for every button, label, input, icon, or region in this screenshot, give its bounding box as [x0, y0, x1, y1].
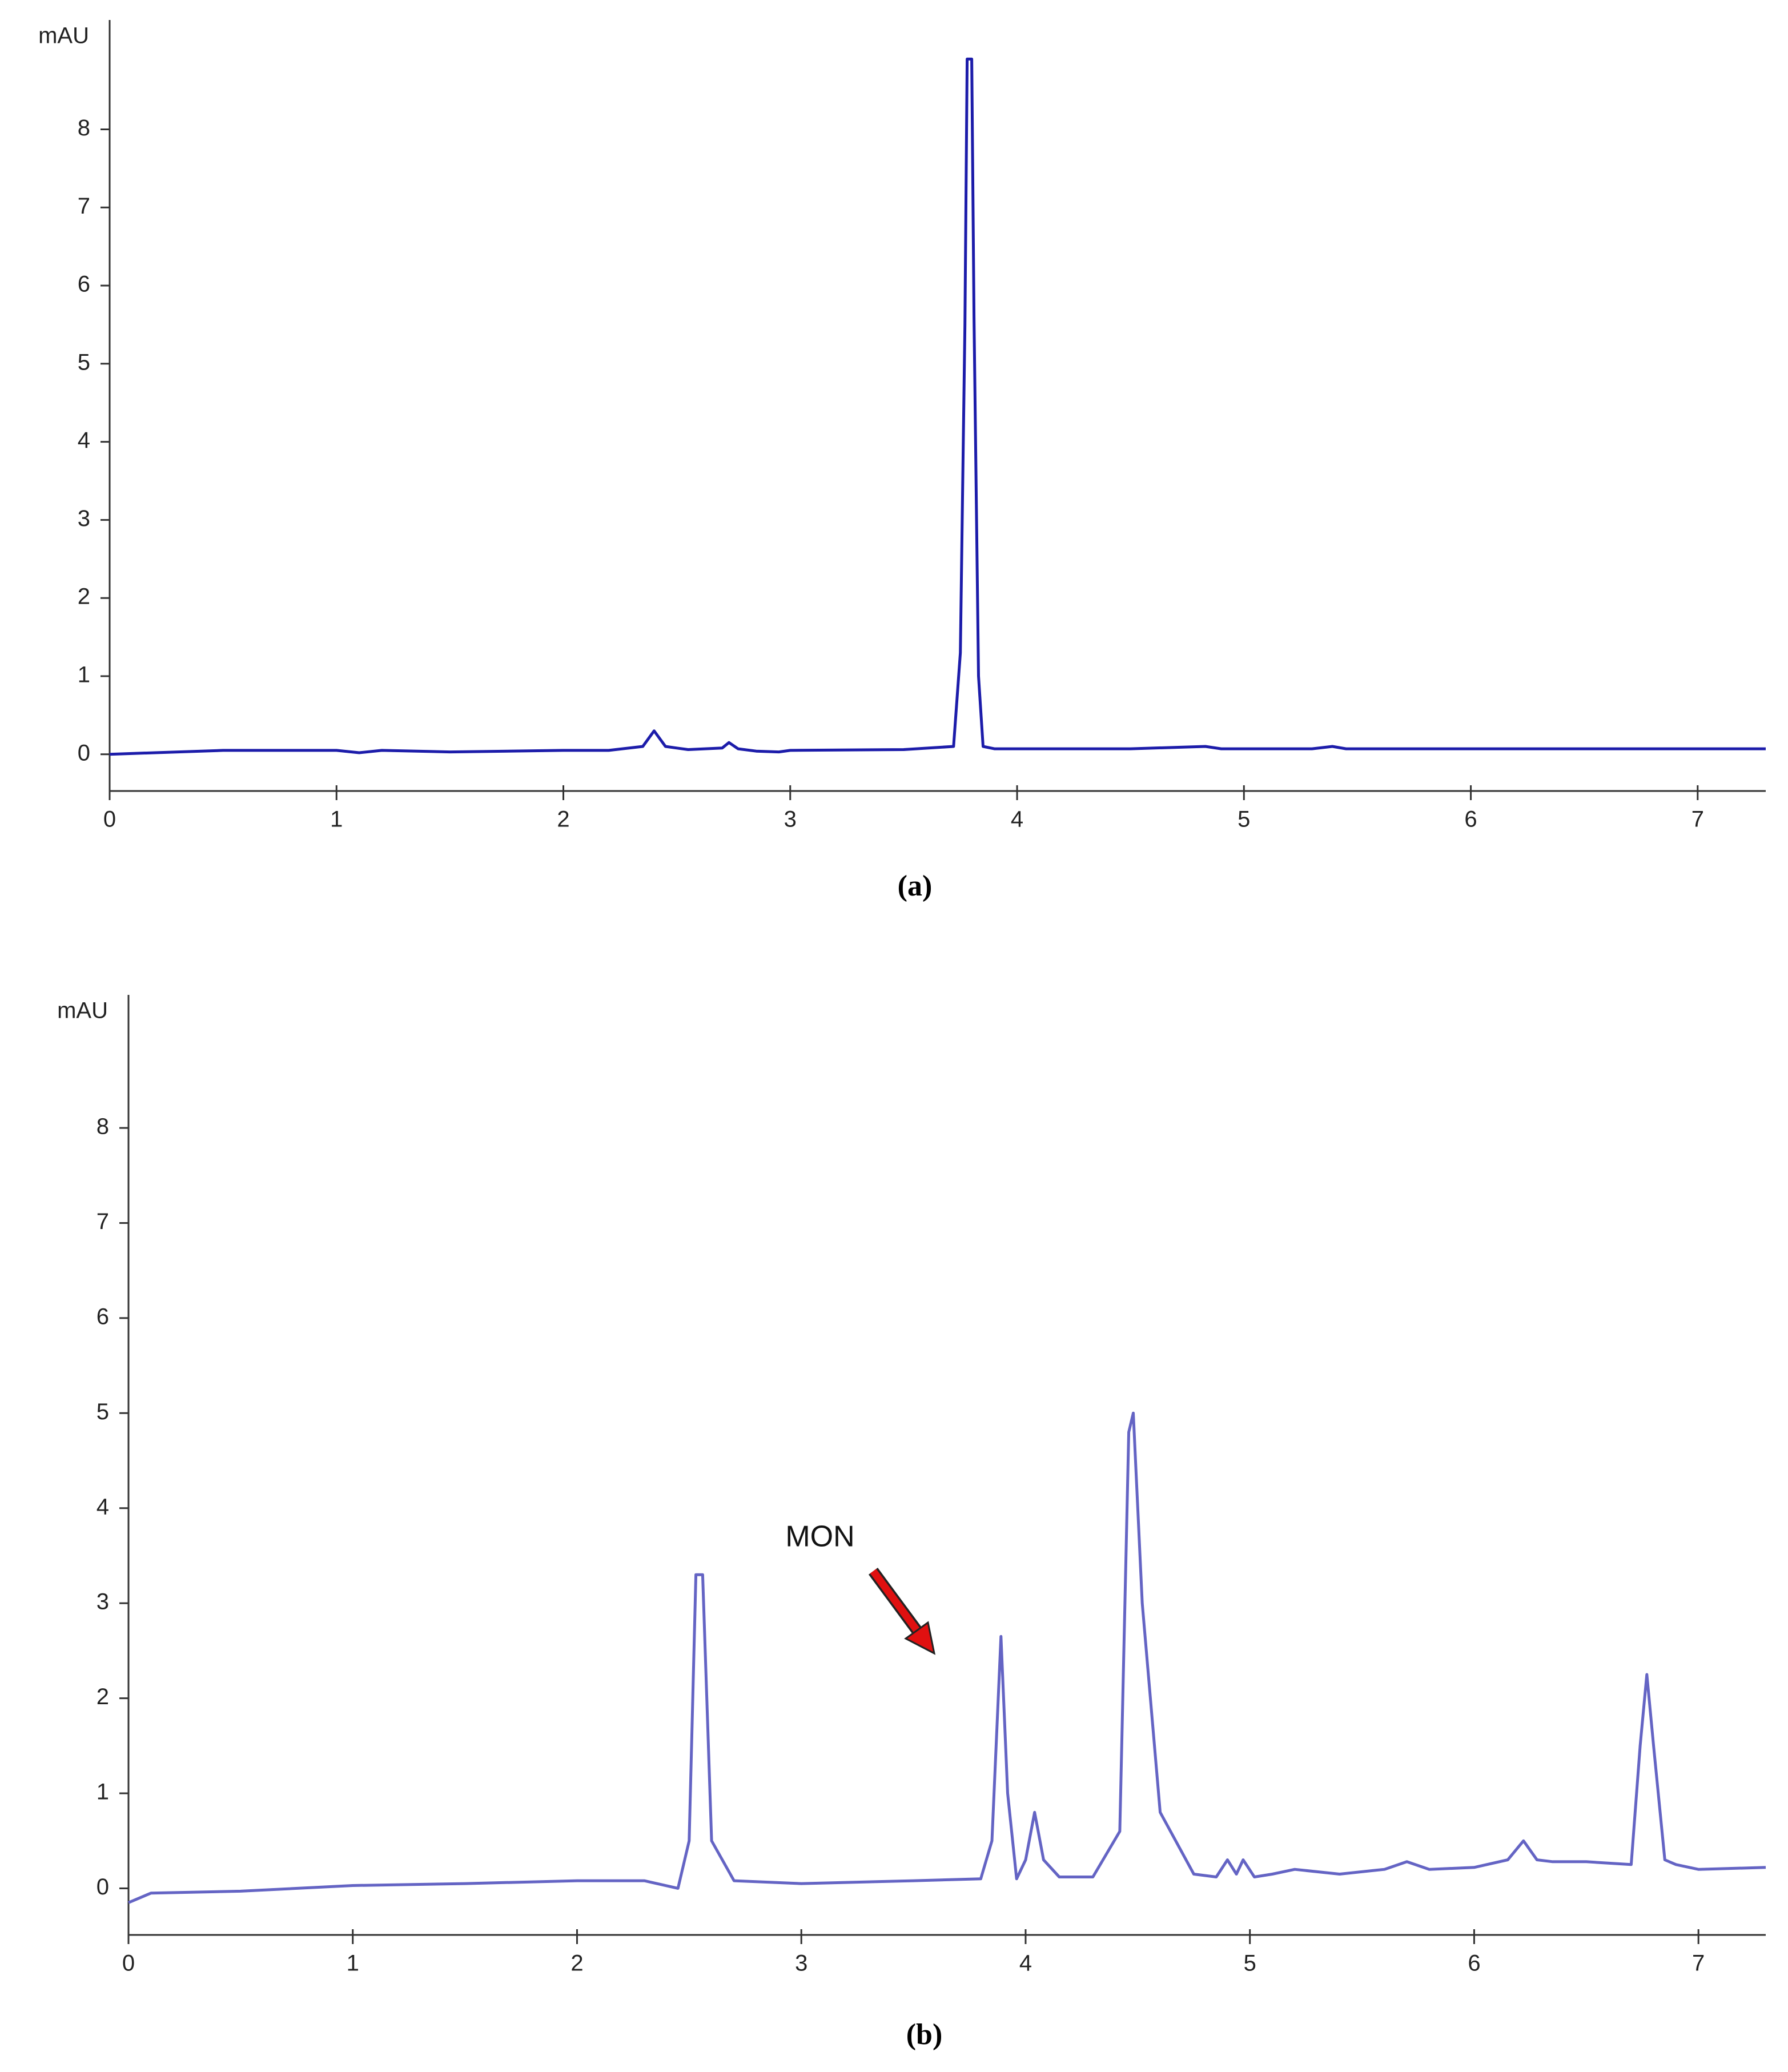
y-tick-label: 3	[78, 506, 90, 531]
y-tick-label: 0	[78, 740, 90, 765]
y-tick-label: 2	[78, 584, 90, 609]
caption: (a)	[898, 870, 933, 902]
x-tick-label: 7	[1692, 1951, 1705, 1976]
y-tick-label: 2	[97, 1684, 109, 1709]
y-tick-label: 8	[78, 115, 90, 140]
x-tick-label: 1	[347, 1951, 359, 1976]
y-tick-label: 8	[97, 1114, 109, 1139]
x-tick-label: 6	[1468, 1951, 1480, 1976]
y-tick-label: 6	[97, 1304, 109, 1329]
y-tick-label: 4	[97, 1494, 109, 1519]
y-tick-label: 5	[78, 350, 90, 375]
x-tick-label: 5	[1244, 1951, 1256, 1976]
y-tick-label: 7	[97, 1209, 109, 1234]
arrow-head	[904, 1621, 936, 1655]
arrow-shaft	[870, 1569, 922, 1635]
annotation: MON	[785, 1520, 854, 1553]
chromatogram-line	[128, 1411, 1766, 1904]
y-tick-label: 3	[97, 1589, 109, 1615]
x-tick-label: 0	[122, 1951, 135, 1976]
x-tick-label: 1	[330, 807, 343, 832]
x-tick-label: 7	[1691, 807, 1704, 832]
y-axis-label: mAU	[57, 998, 108, 1023]
y-tick-label: 0	[97, 1874, 109, 1900]
x-tick-label: 4	[1011, 807, 1023, 832]
x-tick-label: 2	[557, 807, 569, 832]
caption: (b)	[906, 2018, 943, 2051]
x-tick-label: 5	[1237, 807, 1250, 832]
x-tick-label: 4	[1019, 1951, 1032, 1976]
chromatogram-line	[109, 57, 1766, 756]
x-tick-label: 6	[1464, 807, 1477, 832]
y-axis-label: mAU	[38, 23, 89, 49]
y-tick-label: 5	[97, 1399, 109, 1424]
x-tick-label: 3	[795, 1951, 807, 1976]
y-tick-label: 6	[78, 272, 90, 297]
y-tick-label: 4	[78, 428, 90, 453]
x-tick-label: 2	[570, 1951, 583, 1976]
x-tick-label: 0	[103, 807, 116, 832]
y-tick-label: 1	[97, 1780, 109, 1805]
y-tick-label: 1	[78, 662, 90, 687]
y-tick-label: 7	[78, 194, 90, 219]
x-tick-label: 3	[784, 807, 797, 832]
